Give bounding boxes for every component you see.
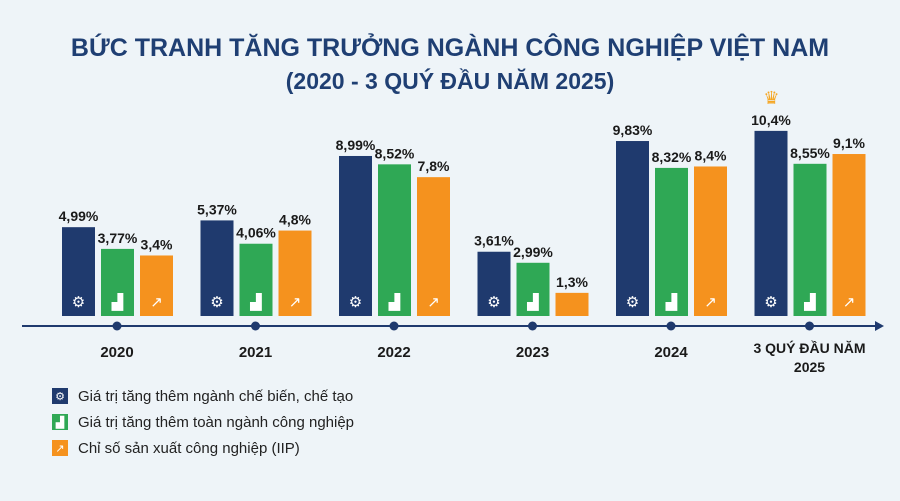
category-label: 2025 <box>794 359 825 375</box>
bar <box>793 163 827 316</box>
bar <box>555 292 589 316</box>
legend-label: Giá trị tăng thêm ngành chế biến, chế tạ… <box>78 387 354 405</box>
bar <box>655 167 688 316</box>
growth-chart-icon: ↗ <box>427 293 440 311</box>
data-label: 3,77% <box>98 230 138 246</box>
bar <box>832 154 866 316</box>
data-label: 7,8% <box>418 158 450 174</box>
axis-dot <box>112 321 122 331</box>
gear-icon: ⚙ <box>72 293 85 311</box>
data-label: 8,32% <box>652 149 692 165</box>
bar <box>378 164 411 316</box>
crown-icon: ♛ <box>763 88 779 109</box>
axis-dot <box>528 321 537 331</box>
bar <box>694 166 727 316</box>
bar <box>616 141 649 316</box>
category-label: 2021 <box>239 344 272 361</box>
factory-icon: ▟ <box>666 293 678 311</box>
data-label: 3,61% <box>474 233 514 249</box>
factory-icon: ▟ <box>389 293 401 311</box>
data-label: 2,99% <box>513 244 553 260</box>
data-label: 9,83% <box>613 122 653 138</box>
growth-chart-icon: ↗ <box>843 293 856 311</box>
category-label: 3 QUÝ ĐẦU NĂM <box>753 339 865 356</box>
chart-subtitle: (2020 - 3 QUÝ ĐẦU NĂM 2025) <box>285 68 615 94</box>
bar <box>62 227 95 316</box>
axis-dot <box>251 321 260 331</box>
bar <box>339 155 372 316</box>
bar <box>477 251 511 316</box>
legend-label: Giá trị tăng thêm toàn ngành công nghiệp <box>78 413 355 431</box>
legend-item: ↗ Chỉ số sản xuất công nghiệp (IIP) <box>52 435 354 461</box>
data-label: 8,55% <box>790 145 830 161</box>
factory-icon: ▟ <box>250 293 262 311</box>
bar <box>140 255 173 316</box>
category-label: 2022 <box>377 344 410 361</box>
data-label: 1,3% <box>556 274 588 290</box>
data-label: 8,52% <box>375 145 415 161</box>
gear-icon: ⚙ <box>764 293 777 311</box>
bar <box>239 243 273 316</box>
gear-icon: ⚙ <box>210 293 223 311</box>
data-label: 8,4% <box>695 147 727 163</box>
data-label: 4,06% <box>236 225 276 241</box>
axis-arrow-icon <box>875 321 884 331</box>
data-label: 8,99% <box>336 137 376 153</box>
factory-icon: ▟ <box>804 293 816 311</box>
category-label: 2024 <box>654 344 688 361</box>
bar <box>417 177 450 316</box>
axis-dot <box>389 321 399 331</box>
legend-label: Chỉ số sản xuất công nghiệp (IIP) <box>78 439 300 457</box>
gear-icon: ⚙ <box>52 388 68 404</box>
gear-icon: ⚙ <box>349 293 362 311</box>
factory-icon: ▟ <box>52 414 68 430</box>
growth-chart-icon: ↗ <box>289 293 302 311</box>
axis-dot <box>805 321 814 331</box>
legend-item: ⚙ Giá trị tăng thêm ngành chế biến, chế t… <box>52 383 354 409</box>
growth-chart-icon: ↗ <box>150 293 163 311</box>
gear-icon: ⚙ <box>487 293 500 311</box>
factory-icon: ▟ <box>527 293 539 311</box>
axis-dot <box>666 321 676 331</box>
data-label: 4,8% <box>279 212 311 228</box>
growth-chart-icon: ↗ <box>704 293 717 311</box>
data-label: 5,37% <box>197 201 237 217</box>
bar <box>278 230 312 316</box>
bar <box>754 130 788 316</box>
data-label: 4,99% <box>59 208 99 224</box>
legend: ⚙ Giá trị tăng thêm ngành chế biến, chế t… <box>52 383 354 461</box>
bar <box>516 262 550 316</box>
legend-item: ▟ Giá trị tăng thêm toàn ngành công nghiệ… <box>52 409 354 435</box>
category-label: 2020 <box>100 344 133 361</box>
data-label: 9,1% <box>833 135 865 151</box>
bar <box>101 248 134 316</box>
growth-chart-icon: ↗ <box>52 440 68 456</box>
data-label: 10,4% <box>751 112 791 128</box>
factory-icon: ▟ <box>112 293 124 311</box>
chart-title: BỨC TRANH TĂNG TRƯỞNG NGÀNH CÔNG NGHIỆP … <box>70 34 830 62</box>
data-label: 3,4% <box>141 236 173 252</box>
bar <box>200 220 234 316</box>
gear-icon: ⚙ <box>626 293 639 311</box>
category-label: 2023 <box>516 344 549 361</box>
